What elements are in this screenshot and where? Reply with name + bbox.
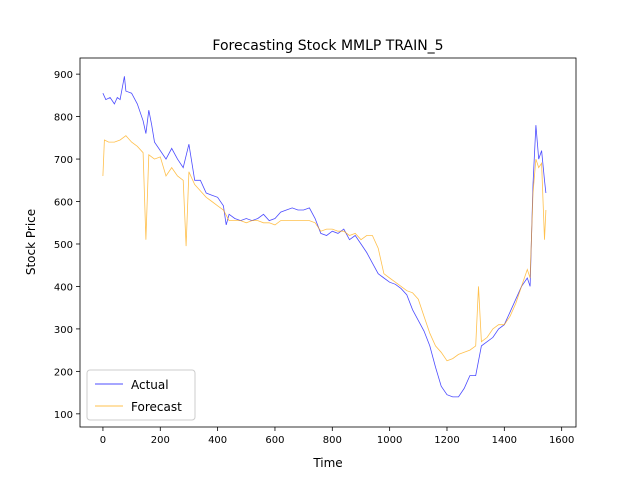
y-tick-label: 100 — [54, 410, 73, 421]
series-line — [102, 76, 547, 398]
legend-label: Forecast — [131, 400, 182, 414]
x-tick-label: 1400 — [492, 435, 517, 446]
legend-label: Actual — [131, 378, 169, 392]
legend-box — [86, 369, 196, 421]
x-tick-label: 1200 — [434, 435, 459, 446]
plot-frame — [79, 57, 577, 428]
x-tick-label: 600 — [265, 435, 284, 446]
series-line — [102, 135, 547, 362]
y-tick-label: 600 — [54, 198, 73, 209]
x-axis-label: Time — [312, 456, 342, 470]
y-tick-label: 200 — [54, 367, 73, 378]
x-tick-label: 800 — [323, 435, 342, 446]
x-tick-label: 200 — [151, 435, 170, 446]
x-tick-label: 400 — [208, 435, 227, 446]
chart-title: Forecasting Stock MMLP TRAIN_5 — [212, 38, 443, 54]
y-tick-label: 900 — [54, 70, 73, 81]
x-tick-label: 0 — [100, 435, 106, 446]
y-tick-label: 700 — [54, 155, 73, 166]
y-axis-label: Stock Price — [24, 209, 38, 275]
y-tick-label: 400 — [54, 282, 73, 293]
y-tick-label: 500 — [54, 240, 73, 251]
y-tick-label: 800 — [54, 113, 73, 124]
x-tick-label: 1000 — [377, 435, 402, 446]
x-tick-label: 1600 — [549, 435, 574, 446]
y-tick-label: 300 — [54, 325, 73, 336]
